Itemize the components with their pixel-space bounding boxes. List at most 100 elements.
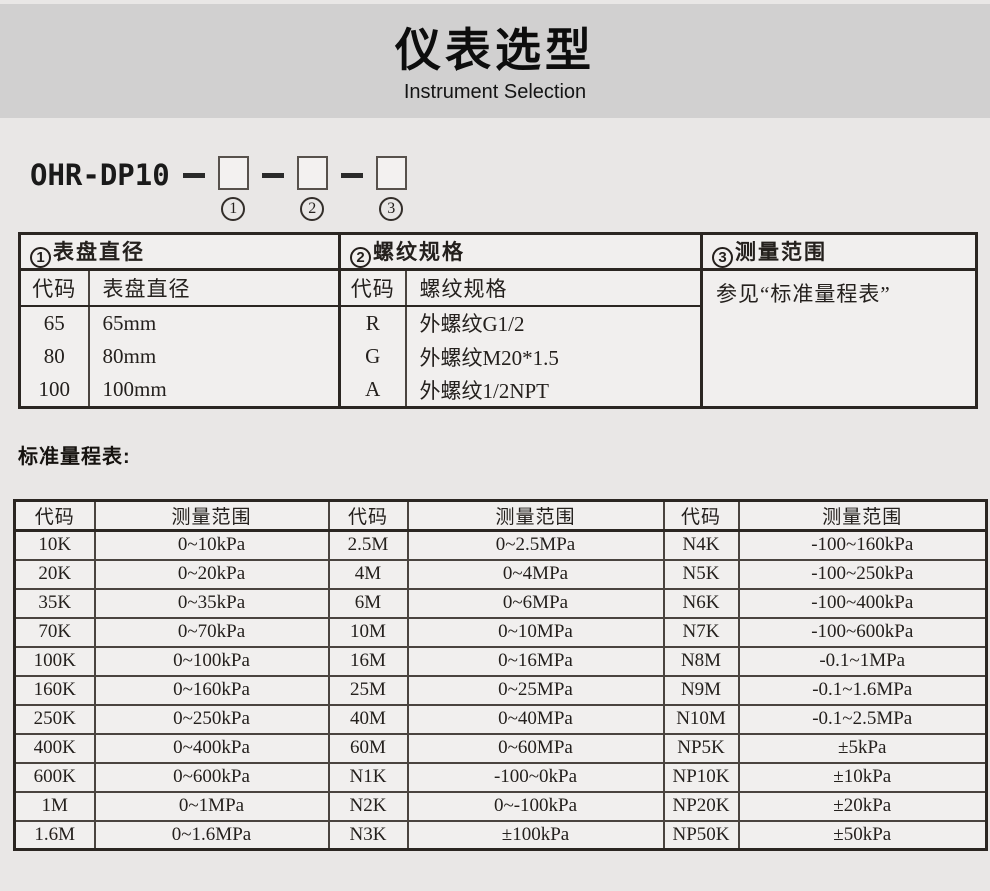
range-code-cell: N6K bbox=[662, 587, 740, 619]
range-value-cell: 0~6MPa bbox=[406, 587, 665, 619]
range-code-cell: N1K bbox=[327, 761, 409, 793]
range-row: 160K 0~160kPa 25M 0~25MPa N9M -0.1~1.6MPa bbox=[13, 674, 988, 706]
range-value-cell: -100~160kPa bbox=[737, 529, 988, 561]
position-marker-1: 1 bbox=[221, 197, 246, 221]
range-row: 1M 0~1MPa N2K 0~-100kPa NP20K ±20kPa bbox=[13, 790, 988, 822]
range-value-cell: -0.1~1.6MPa bbox=[737, 674, 988, 706]
range-value-cell: 0~25MPa bbox=[406, 674, 665, 706]
range-value-cell: 0~10MPa bbox=[406, 616, 665, 648]
range-code-cell: 25M bbox=[327, 674, 409, 706]
selection-row: 100 100mm A 外螺纹1/2NPT bbox=[19, 373, 977, 408]
range-value-cell: ±50kPa bbox=[737, 819, 988, 851]
range-code-cell: N7K bbox=[662, 616, 740, 648]
thread-spec-column-header: 螺纹规格 bbox=[405, 269, 703, 307]
model-box-1 bbox=[217, 156, 249, 190]
range-row: 250K 0~250kPa 40M 0~40MPa N10M -0.1~2.5MPa bbox=[13, 703, 988, 735]
code-cell: A bbox=[339, 373, 407, 408]
value-cell: 外螺纹1/2NPT bbox=[405, 373, 703, 408]
model-box-2 bbox=[296, 156, 328, 190]
range-table-label: 标准量程表: bbox=[18, 446, 131, 468]
range-value-cell: 0~70kPa bbox=[93, 616, 330, 648]
range-row: 600K 0~600kPa N1K -100~0kPa NP10K ±10kPa bbox=[13, 761, 988, 793]
range-code-cell: 4M bbox=[327, 558, 409, 590]
value-cell: 外螺纹M20*1.5 bbox=[405, 339, 703, 374]
selection-subheader-row: 代码 表盘直径 代码 螺纹规格 参见“标准量程表” bbox=[19, 269, 977, 409]
range-value-cell: 0~4MPa bbox=[406, 558, 665, 590]
range-code-cell: N2K bbox=[327, 790, 409, 822]
range-value-cell: 0~1.6MPa bbox=[93, 819, 330, 851]
section-title: 测量范围 bbox=[735, 240, 827, 264]
value-cell: 100mm bbox=[88, 373, 341, 408]
range-row: 70K 0~70kPa 10M 0~10MPa N7K -100~600kPa bbox=[13, 616, 988, 648]
range-code-cell: 160K bbox=[13, 674, 96, 706]
range-column-header: 代码 bbox=[13, 499, 96, 532]
range-code-cell: N5K bbox=[662, 558, 740, 590]
range-value-cell: 0~400kPa bbox=[93, 732, 330, 764]
section-header-dial-diameter: 1 表盘直径 bbox=[19, 233, 341, 271]
value-cell: 65mm bbox=[88, 305, 341, 340]
range-code-cell: N4K bbox=[662, 529, 740, 561]
range-value-cell: 0~100kPa bbox=[93, 645, 330, 677]
model-slot-2: 2 bbox=[296, 156, 328, 221]
range-code-cell: 10K bbox=[13, 529, 96, 561]
range-code-cell: NP5K bbox=[662, 732, 740, 764]
page-banner: 仪表选型 Instrument Selection bbox=[0, 4, 990, 118]
range-column-header: 测量范围 bbox=[406, 499, 665, 532]
range-value-cell: 0~60MPa bbox=[406, 732, 665, 764]
range-column-header: 代码 bbox=[327, 499, 409, 532]
range-code-cell: 1.6M bbox=[13, 819, 96, 851]
range-value-cell: 0~160kPa bbox=[93, 674, 330, 706]
dash-separator bbox=[182, 173, 205, 178]
model-slot-3: 3 bbox=[375, 156, 407, 221]
range-value-cell: 0~10kPa bbox=[93, 529, 330, 561]
value-cell: 80mm bbox=[88, 339, 341, 374]
range-code-cell: N9M bbox=[662, 674, 740, 706]
dial-diameter-column-header: 表盘直径 bbox=[88, 269, 341, 307]
section-header-measure-range: 3 测量范围 bbox=[701, 233, 977, 271]
range-code-cell: 20K bbox=[13, 558, 96, 590]
model-prefix: OHR-DP10 bbox=[30, 158, 170, 192]
range-value-cell: 0~1MPa bbox=[93, 790, 330, 822]
range-value-cell: -100~400kPa bbox=[737, 587, 988, 619]
dash-separator bbox=[261, 173, 284, 178]
range-code-cell: 100K bbox=[13, 645, 96, 677]
range-value-cell: 0~600kPa bbox=[93, 761, 330, 793]
range-column-header: 测量范围 bbox=[737, 499, 988, 532]
code-cell: 100 bbox=[19, 373, 90, 408]
measure-range-note: 参见“标准量程表” bbox=[701, 269, 977, 409]
standard-range-table: 代码 测量范围 代码 测量范围 代码 测量范围 10K 0~10kPa 2.5M 0~… bbox=[13, 499, 988, 851]
range-row: 100K 0~100kPa 16M 0~16MPa N8M -0.1~1MPa bbox=[13, 645, 988, 677]
range-value-cell: -0.1~1MPa bbox=[737, 645, 988, 677]
range-value-cell: ±5kPa bbox=[737, 732, 988, 764]
range-value-cell: -100~0kPa bbox=[406, 761, 665, 793]
model-box-3 bbox=[375, 156, 407, 190]
dash-separator bbox=[340, 173, 363, 178]
range-value-cell: 0~35kPa bbox=[93, 587, 330, 619]
range-header-row: 代码 测量范围 代码 测量范围 代码 测量范围 bbox=[13, 499, 988, 532]
range-row: 35K 0~35kPa 6M 0~6MPa N6K -100~400kPa bbox=[13, 587, 988, 619]
range-code-cell: 10M bbox=[327, 616, 409, 648]
range-value-cell: -0.1~2.5MPa bbox=[737, 703, 988, 735]
code-cell: 65 bbox=[19, 305, 90, 340]
range-code-cell: 35K bbox=[13, 587, 96, 619]
range-code-cell: 40M bbox=[327, 703, 409, 735]
selection-table: 1 表盘直径 2 螺纹规格 3 测量范围 代码 表盘直径 代码 螺纹规格 参见“标准量… bbox=[18, 232, 978, 409]
range-value-cell: 0~2.5MPa bbox=[406, 529, 665, 561]
selection-section-header-row: 1 表盘直径 2 螺纹规格 3 测量范围 bbox=[19, 233, 977, 271]
range-value-cell: 0~20kPa bbox=[93, 558, 330, 590]
position-marker-2: 2 bbox=[300, 197, 325, 221]
range-code-cell: 1M bbox=[13, 790, 96, 822]
range-row: 1.6M 0~1.6MPa N3K ±100kPa NP50K ±50kPa bbox=[13, 819, 988, 851]
range-code-cell: 400K bbox=[13, 732, 96, 764]
value-cell: 外螺纹G1/2 bbox=[405, 305, 703, 340]
range-code-cell: 70K bbox=[13, 616, 96, 648]
range-code-cell: 600K bbox=[13, 761, 96, 793]
range-value-cell: -100~600kPa bbox=[737, 616, 988, 648]
circled-number-1: 1 bbox=[30, 246, 51, 268]
range-value-cell: ±20kPa bbox=[737, 790, 988, 822]
range-column-header: 测量范围 bbox=[93, 499, 330, 532]
range-value-cell: 0~16MPa bbox=[406, 645, 665, 677]
section-title: 表盘直径 bbox=[53, 240, 145, 264]
code-cell: G bbox=[339, 339, 407, 374]
range-column-header: 代码 bbox=[662, 499, 740, 532]
